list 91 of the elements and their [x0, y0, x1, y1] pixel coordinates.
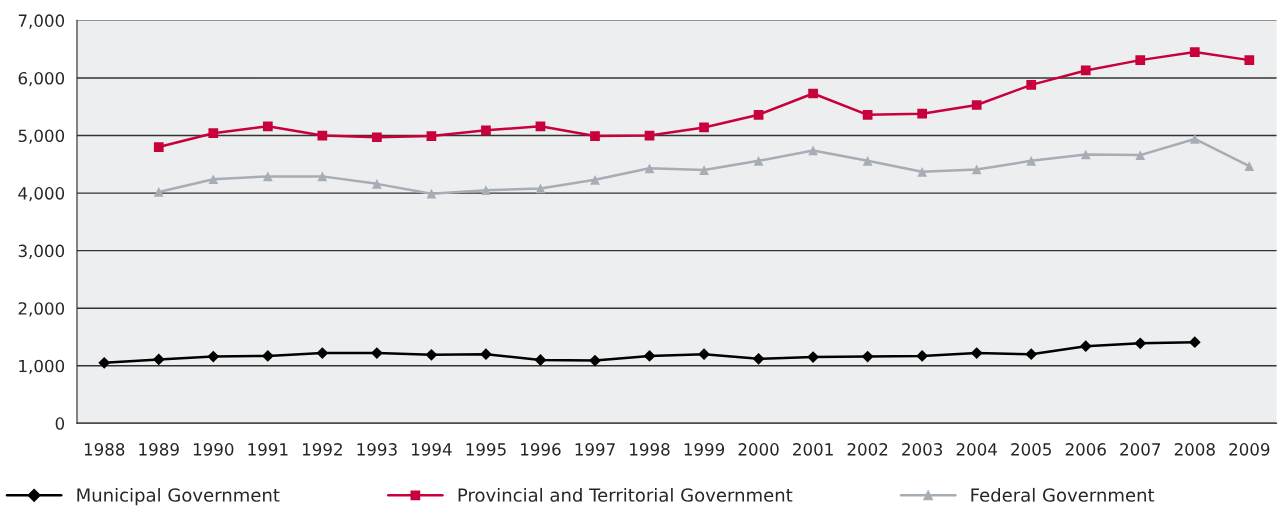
- point: [317, 130, 328, 141]
- x-tick-label: 2008: [1174, 443, 1215, 456]
- point: [1079, 340, 1092, 353]
- point: [262, 121, 273, 132]
- point: [916, 350, 929, 362]
- x-tick-label: 1989: [139, 443, 179, 456]
- point: [1188, 336, 1201, 349]
- point: [1244, 161, 1255, 171]
- point: [590, 131, 600, 141]
- x-tick-label: 1996: [521, 443, 561, 456]
- x-tick-label: 2000: [738, 443, 779, 456]
- point: [808, 145, 818, 156]
- point: [153, 187, 164, 197]
- point: [862, 155, 873, 166]
- point: [807, 351, 819, 363]
- x-tick-label: 1990: [193, 443, 234, 456]
- point: [589, 354, 601, 367]
- point: [426, 131, 437, 141]
- point: [1025, 348, 1038, 361]
- y-tick-label: 2,000: [18, 302, 65, 317]
- legend-label: Provincial and Territorial Government: [458, 487, 793, 502]
- x-tick-label: 2006: [1065, 443, 1106, 456]
- point: [208, 128, 219, 139]
- x-tick-label: 1994: [412, 443, 452, 456]
- point: [752, 352, 765, 365]
- point: [861, 350, 874, 363]
- point: [98, 356, 111, 369]
- x-tick-label: 1997: [575, 443, 615, 456]
- point: [372, 179, 382, 189]
- y-tick-label: 3,000: [18, 244, 65, 259]
- x-tick-label: 2002: [847, 443, 888, 456]
- y-tick-label: 6,000: [18, 71, 65, 87]
- point: [862, 109, 873, 120]
- point: [1189, 47, 1200, 57]
- point: [971, 164, 982, 175]
- y-tick-label: 5,000: [18, 129, 65, 144]
- x-tick-label: 2007: [1120, 443, 1161, 456]
- point: [1026, 80, 1037, 90]
- point: [317, 171, 328, 182]
- point: [1189, 134, 1200, 144]
- point: [1134, 337, 1147, 350]
- x-tick-label: 1999: [684, 443, 725, 456]
- point: [480, 348, 492, 361]
- x-tick-label: 2003: [902, 443, 943, 456]
- point: [753, 155, 764, 166]
- point: [1080, 149, 1091, 160]
- point: [481, 125, 491, 136]
- y-tick-label: 0: [55, 417, 65, 430]
- y-tick-label: 1,000: [19, 359, 65, 375]
- point: [1135, 150, 1146, 160]
- point: [644, 163, 655, 174]
- x-tick-label: 1991: [248, 443, 288, 456]
- point: [1026, 155, 1037, 166]
- y-tick-label: 4,000: [18, 187, 65, 202]
- x-tick-label: 2009: [1229, 443, 1270, 456]
- point: [535, 121, 546, 132]
- point: [152, 353, 165, 366]
- point: [316, 347, 329, 359]
- point: [699, 122, 709, 133]
- point: [153, 142, 164, 152]
- x-tick-label: 1995: [466, 443, 506, 456]
- point: [262, 171, 273, 182]
- legend-label: Federal Government: [971, 487, 1155, 502]
- y-tick-label: 7,000: [18, 14, 65, 29]
- point: [808, 88, 818, 99]
- x-tick-label: 2005: [1011, 443, 1051, 456]
- point: [917, 166, 928, 177]
- point: [481, 185, 491, 196]
- point: [1244, 55, 1255, 65]
- point: [971, 100, 982, 110]
- point: [208, 174, 219, 185]
- point: [698, 348, 710, 361]
- point: [753, 109, 764, 120]
- point: [1135, 55, 1146, 65]
- x-tick-label: 1988: [84, 443, 125, 456]
- x-tick-label: 1998: [630, 443, 670, 456]
- point: [917, 108, 928, 119]
- x-tick-label: 1992: [302, 443, 342, 456]
- point: [590, 174, 600, 185]
- point: [425, 348, 438, 361]
- point: [643, 350, 656, 362]
- point: [1080, 65, 1091, 76]
- point: [372, 132, 382, 143]
- point: [699, 165, 709, 175]
- point: [534, 354, 547, 366]
- x-tick-label: 2004: [956, 443, 997, 456]
- point: [426, 188, 437, 199]
- x-tick-label: 1993: [357, 443, 397, 456]
- x-tick-label: 2001: [793, 443, 833, 456]
- legend-label: Municipal Government: [77, 487, 280, 506]
- point: [207, 350, 220, 363]
